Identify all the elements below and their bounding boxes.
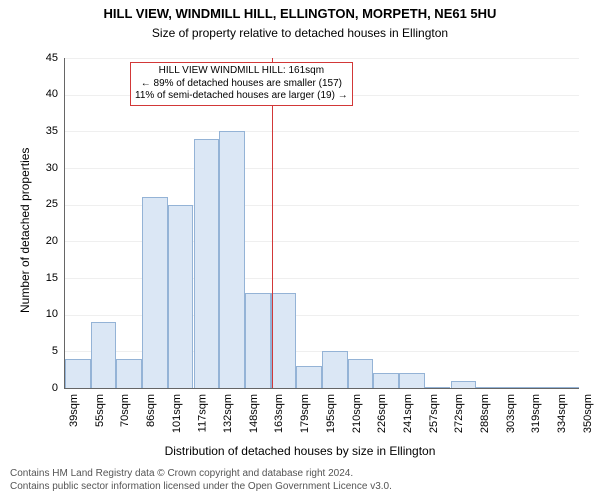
bar: [399, 373, 425, 388]
bar: [194, 139, 220, 388]
chart-container: HILL VIEW, WINDMILL HILL, ELLINGTON, MOR…: [0, 0, 600, 500]
x-tick-label: 179sqm: [299, 394, 311, 433]
x-tick-label: 241sqm: [402, 394, 414, 433]
footer-line1: Contains HM Land Registry data © Crown c…: [10, 468, 392, 481]
bar: [296, 366, 322, 388]
x-tick-label: 288sqm: [479, 394, 491, 433]
x-tick-label: 70sqm: [119, 394, 131, 427]
bar: [553, 387, 579, 388]
chart-subtitle: Size of property relative to detached ho…: [0, 26, 600, 40]
bar: [271, 293, 297, 388]
x-tick-label: 350sqm: [582, 394, 594, 433]
property-marker-line: [272, 58, 273, 388]
bar: [219, 131, 245, 388]
annotation-box: HILL VIEW WINDMILL HILL: 161sqm ← 89% of…: [130, 62, 353, 106]
x-tick-label: 319sqm: [531, 394, 543, 433]
x-tick-label: 163sqm: [274, 394, 286, 433]
bar: [502, 387, 528, 388]
x-tick-label: 86sqm: [145, 394, 157, 427]
bar: [116, 359, 142, 388]
bar: [425, 387, 451, 388]
y-tick-label: 25: [30, 198, 58, 210]
x-tick-label: 226sqm: [376, 394, 388, 433]
y-tick-label: 10: [30, 308, 58, 320]
y-tick-label: 5: [30, 345, 58, 357]
chart-title: HILL VIEW, WINDMILL HILL, ELLINGTON, MOR…: [0, 6, 600, 21]
x-tick-label: 101sqm: [171, 394, 183, 433]
x-tick-label: 210sqm: [351, 394, 363, 433]
footer: Contains HM Land Registry data © Crown c…: [10, 468, 392, 493]
x-tick-label: 257sqm: [428, 394, 440, 433]
gridline: [65, 168, 579, 169]
plot-area: [64, 58, 579, 389]
annotation-line3: 11% of semi-detached houses are larger (…: [135, 90, 348, 103]
y-tick-label: 0: [30, 382, 58, 394]
x-tick-label: 148sqm: [248, 394, 260, 433]
x-tick-label: 39sqm: [68, 394, 80, 427]
bar: [168, 205, 194, 388]
x-tick-label: 272sqm: [454, 394, 466, 433]
gridline: [65, 58, 579, 59]
x-tick-label: 55sqm: [94, 394, 106, 427]
x-tick-label: 195sqm: [325, 394, 337, 433]
bar: [528, 387, 554, 388]
bar: [373, 373, 399, 388]
bar: [322, 351, 348, 388]
y-tick-label: 35: [30, 125, 58, 137]
bar: [348, 359, 374, 388]
bar: [91, 322, 117, 388]
x-axis-label: Distribution of detached houses by size …: [0, 444, 600, 458]
y-tick-label: 45: [30, 52, 58, 64]
bar: [451, 381, 477, 388]
x-tick-label: 303sqm: [505, 394, 517, 433]
bar: [142, 197, 168, 388]
y-tick-label: 15: [30, 272, 58, 284]
y-tick-label: 40: [30, 88, 58, 100]
bar: [476, 387, 502, 388]
y-tick-label: 20: [30, 235, 58, 247]
x-tick-label: 334sqm: [556, 394, 568, 433]
bar: [65, 359, 91, 388]
bar: [245, 293, 271, 388]
x-tick-label: 117sqm: [197, 394, 209, 432]
y-tick-label: 30: [30, 162, 58, 174]
gridline: [65, 131, 579, 132]
x-tick-label: 132sqm: [222, 394, 234, 433]
annotation-line2: ← 89% of detached houses are smaller (15…: [135, 78, 348, 91]
footer-line2: Contains public sector information licen…: [10, 481, 392, 494]
annotation-line1: HILL VIEW WINDMILL HILL: 161sqm: [135, 65, 348, 78]
